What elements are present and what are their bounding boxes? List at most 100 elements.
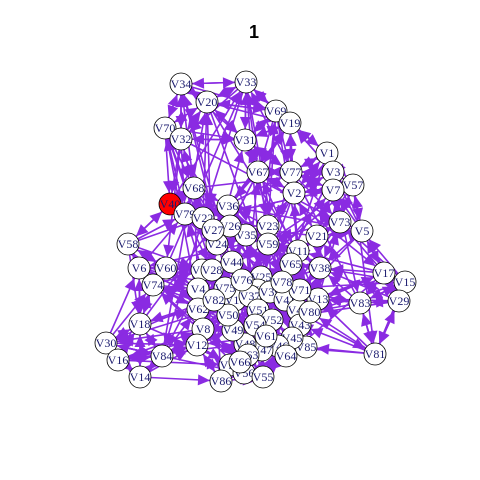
node-circle (256, 232, 280, 256)
node-label: V16 (108, 353, 129, 367)
edge-arrowhead (271, 357, 284, 370)
node-label: V86 (211, 374, 232, 388)
edge-arrowhead (254, 146, 268, 158)
node-label: V67 (248, 165, 269, 179)
node-v33: V33 (234, 70, 258, 94)
edge-arrowhead (174, 111, 188, 123)
node-v19: V19 (278, 111, 302, 135)
edge-arrowhead (285, 133, 297, 147)
node-v58: V58 (116, 232, 140, 256)
node-circle (305, 224, 329, 248)
edge-arrowhead (255, 126, 269, 138)
node-v65: V65 (279, 252, 303, 276)
node-label: V21 (307, 229, 328, 243)
edge-arrowhead (189, 119, 202, 132)
edge-arrowhead (187, 117, 199, 130)
node-label: V71 (290, 283, 311, 297)
node-v59: V59 (256, 232, 280, 256)
node-circle (169, 72, 193, 96)
node-label: V44 (222, 255, 243, 269)
node-circle (128, 312, 152, 336)
node-label: V33 (236, 75, 257, 89)
node-label: V8 (196, 322, 211, 336)
node-circle (372, 261, 396, 285)
edge-arrowhead (137, 249, 151, 261)
node-v2: V2 (282, 181, 306, 205)
edge-arrowhead (252, 102, 266, 114)
node-circle (274, 344, 298, 368)
node-label: V31 (235, 133, 256, 147)
node-label: V5 (355, 224, 370, 238)
node-label: V34 (171, 77, 192, 91)
node-label: V82 (204, 293, 225, 307)
node-label: V2 (287, 186, 302, 200)
node-v70: V70 (153, 116, 177, 140)
edge-arrowhead (368, 250, 379, 264)
edge-arrowhead (175, 293, 189, 304)
node-circle (298, 300, 322, 324)
node-v20: V20 (195, 90, 219, 114)
edge-arrowhead (328, 285, 342, 296)
edge-arrowhead (197, 246, 208, 261)
node-v86: V86 (209, 369, 233, 393)
edge-arrowhead (250, 182, 262, 196)
edge-arrowhead (319, 212, 330, 226)
node-v17: V17 (372, 261, 396, 285)
node-v7: V7 (321, 178, 345, 202)
node-v67: V67 (246, 160, 270, 184)
node-v77: V77 (279, 160, 303, 184)
node-label: V27 (203, 223, 224, 237)
node-label: V83 (350, 296, 371, 310)
node-label: V59 (258, 237, 279, 251)
edge-arrowhead (316, 343, 330, 355)
node-label: V62 (188, 302, 209, 316)
node-v82: V82 (202, 288, 226, 312)
node-label: V55 (253, 370, 274, 384)
edge-arrowhead (328, 248, 341, 261)
node-circle (116, 232, 140, 256)
node-circle (201, 218, 225, 242)
edge-arrowhead (174, 281, 188, 293)
node-label: V49 (223, 323, 244, 337)
edge-arrowhead (264, 149, 276, 163)
edge-arrowhead (181, 149, 193, 163)
edge-arrowhead (309, 186, 323, 198)
node-label: V30 (96, 336, 117, 350)
edge-arrowhead (275, 201, 288, 215)
node-circle (220, 250, 244, 274)
node-circle (230, 268, 254, 292)
edge-arrowhead (222, 77, 236, 89)
node-circle (246, 160, 270, 184)
node-circle (106, 348, 130, 372)
edge-arrowhead (138, 352, 152, 364)
node-label: V73 (330, 215, 351, 229)
node-v34: V34 (169, 72, 193, 96)
edge-arrowhead (175, 274, 189, 286)
node-v30: V30 (94, 331, 118, 355)
edge-arrowhead (186, 224, 197, 238)
node-label: V29 (389, 294, 410, 308)
edge-arrowhead (221, 341, 235, 353)
node-v5: V5 (350, 219, 374, 243)
node-v57: V57 (341, 173, 365, 197)
node-v66: V66 (228, 350, 252, 374)
node-v27: V27 (201, 218, 225, 242)
node-circle (169, 127, 193, 151)
edge-arrowhead (328, 275, 341, 288)
edge-arrowhead (191, 133, 205, 145)
edge-arrowhead (328, 232, 339, 246)
node-label: V32 (171, 132, 192, 146)
edge-arrowhead (174, 309, 188, 321)
edge-arrowhead (233, 150, 245, 164)
plot-title: 1 (249, 22, 259, 42)
node-circle (308, 256, 332, 280)
node-label: V79 (175, 207, 196, 221)
edge-arrowhead (167, 104, 179, 118)
node-circle (254, 324, 278, 348)
node-v14: V14 (128, 365, 152, 389)
node-circle (127, 256, 151, 280)
edge-arrowhead (143, 251, 157, 263)
node-v79: V79 (173, 202, 197, 226)
